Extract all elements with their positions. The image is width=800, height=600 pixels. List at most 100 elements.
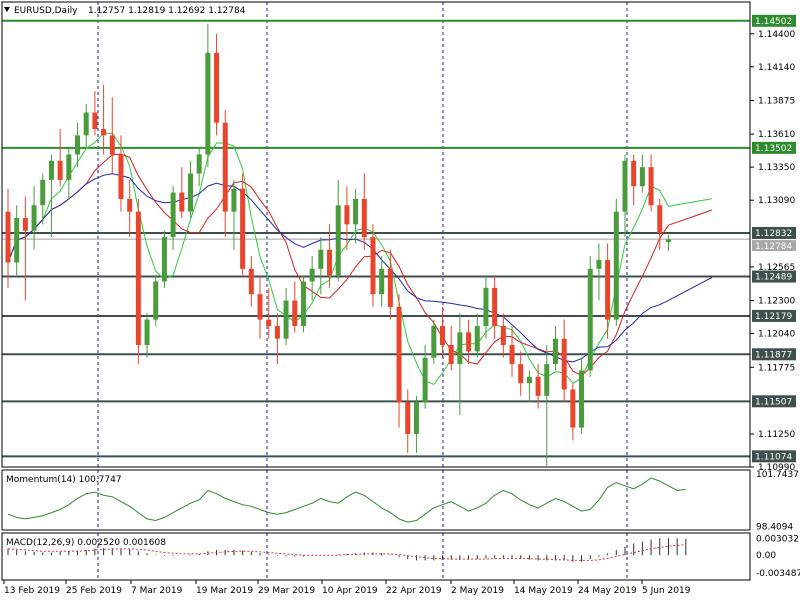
candle-body-40 [353,198,359,225]
price-axis: 1.14400 1.14140 1.13875 1.13610 1.13350 1.130… [750,30,795,473]
candle-body-67 [587,268,593,371]
time-tick-label-6: 22 Apr 2019 [386,586,442,596]
candle-body-72 [631,160,637,187]
level-tag-1 [752,141,796,154]
level-tag-5 [752,348,796,361]
macd-tick-lower: -0.003487 [756,569,800,579]
macd-pane: 0.003032 0.00 -0.003487 [7,534,800,579]
ohlc-readout: 1.12757 1.12819 1.12692 1.12784 [88,6,246,16]
candle-body-68 [596,259,602,269]
candle-body-1 [14,217,20,263]
candle-body-10 [92,112,98,130]
candle-body-55 [483,287,489,326]
ma-line-slow [7,173,713,363]
time-tick-label-4: 29 Mar 2019 [258,586,315,596]
price-tick-label-9: 1.11775 [758,363,795,373]
price-tick-label-11: 1.10990 [758,463,795,473]
candle-body-54 [474,325,480,352]
level-tag-3 [752,270,796,283]
candle-body-32 [283,300,289,339]
price-tick-label-0: 1.14400 [758,30,795,40]
candle-body-33 [292,300,298,326]
candle-body-61 [535,376,541,396]
candle-body-41 [361,198,367,238]
price-tick-label-3: 1.13610 [758,130,795,140]
momentum-tick-lower: 98.4094 [756,523,793,533]
macd-signal-line [7,544,686,561]
candle-body-35 [309,268,315,282]
candle-body-17 [153,281,159,320]
candle-body-18 [161,237,167,282]
pane-frame-0 [1,1,751,468]
price-tick-label-2: 1.13875 [758,96,795,106]
macd-title: MACD(12,26,9) 0.002520 0.001608 [6,538,166,548]
candle-body-44 [387,268,393,307]
candle-body-66 [579,370,585,428]
candle-body-3 [31,205,37,231]
candle-body-43 [379,268,385,295]
candle-body-11 [101,129,107,136]
candle-body-30 [266,319,272,326]
candle-body-15 [135,211,141,346]
candle-body-25 [222,122,228,212]
time-tick-label-0: 13 Feb 2019 [4,586,60,596]
candle-body-45 [396,306,402,403]
level-tag-label-3: 1.12489 [755,273,792,283]
price-tick-label-4: 1.13350 [758,163,795,173]
candle-body-8 [75,135,81,155]
candle-body-38 [335,205,341,276]
triangle-down-icon[interactable] [4,7,10,12]
candle-body-42 [370,237,376,295]
candle-body-51 [448,345,454,365]
level-tag-label-7: 1.11074 [755,452,792,462]
time-tick-label-5: 10 Apr 2019 [322,586,378,596]
price-tick-label-8: 1.12040 [758,330,795,340]
candle-body-56 [492,287,498,326]
candle-body-4 [40,179,46,206]
level-lines: 1.14502 1.13502 1.12832 1.12489 1.12179 1.118… [2,14,796,463]
level-tag-label-1: 1.13502 [755,144,792,154]
candle-body-47 [413,402,419,434]
level-tag-2 [752,226,796,239]
price-tick-label-5: 1.13090 [758,196,795,206]
candle-body-39 [344,205,350,225]
candle-body-34 [300,281,306,326]
time-tick-label-8: 14 May 2019 [514,586,573,596]
level-tag-label-6: 1.11507 [755,397,792,407]
price-tick-label-1: 1.14140 [758,63,795,73]
candle-body-49 [431,325,437,358]
candle-body-71 [622,160,628,212]
candle-body-12 [109,135,115,155]
level-tag-0 [752,14,796,27]
candle-body-31 [274,325,280,339]
candle-body-50 [440,325,445,346]
candle-body-28 [248,268,254,295]
candle-body-6 [57,160,63,180]
current-price-label: 1.12784 [755,242,792,252]
price-tick-label-10: 1.11250 [758,430,795,440]
candle-body-23 [205,52,211,155]
candle-body-5 [48,160,54,180]
level-tag-label-5: 1.11877 [755,350,792,360]
level-tag-4 [752,309,796,322]
level-tag-label-4: 1.12179 [755,312,792,322]
candle-body-59 [518,364,524,384]
candle-body-21 [187,173,193,212]
candle-body-13 [118,154,124,199]
candle-body-46 [405,402,411,434]
current-price-tag [752,240,796,252]
momentum-tick-upper: 101.7437 [756,470,799,480]
candle-body-14 [127,198,133,212]
momentum-line [7,477,686,523]
moving-averages [7,132,713,386]
candle-body-60 [526,376,532,384]
candle-body-26 [231,188,237,212]
candle-body-62 [544,364,550,396]
pane-frame-1 [1,469,751,531]
candle-body-27 [240,188,246,269]
candle-body-20 [179,192,185,212]
candle-body-58 [509,345,515,365]
